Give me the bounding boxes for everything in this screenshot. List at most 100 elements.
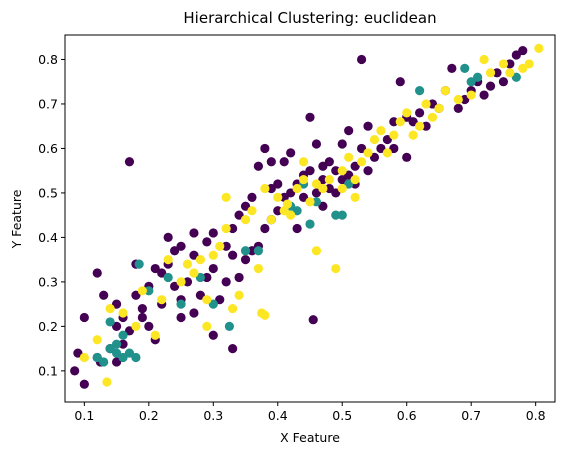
point-cluster-0-59 [279, 157, 289, 167]
point-cluster-1-29 [105, 317, 115, 327]
point-cluster-0-52 [253, 161, 264, 171]
point-cluster-0-75 [324, 183, 334, 194]
chart-title: Hierarchical Clustering: euclidean [183, 9, 436, 27]
x-tick-label: 0.5 [332, 408, 352, 423]
y-tick-label: 0.7 [38, 96, 58, 111]
point-cluster-2-37 [331, 263, 341, 274]
x-tick-label: 0.1 [74, 408, 94, 423]
point-cluster-0-34 [195, 290, 205, 300]
point-cluster-2-15 [202, 295, 212, 305]
point-cluster-2-56 [453, 94, 463, 105]
point-cluster-0-78 [337, 174, 347, 185]
point-cluster-0-55 [266, 183, 276, 194]
point-cluster-0-31 [182, 277, 193, 287]
point-cluster-0-26 [170, 281, 180, 291]
point-cluster-2-1 [92, 335, 102, 345]
point-cluster-0-88 [369, 152, 380, 162]
point-cluster-1-0 [92, 352, 102, 363]
point-cluster-2-33 [305, 197, 315, 207]
point-cluster-2-8 [157, 295, 167, 305]
point-cluster-0-90 [382, 134, 392, 145]
point-cluster-1-26 [473, 72, 483, 82]
point-cluster-2-64 [534, 43, 544, 53]
point-cluster-0-110 [498, 77, 509, 87]
point-cluster-0-38 [208, 263, 218, 274]
point-cluster-0-66 [298, 192, 309, 202]
point-cluster-0-97 [415, 108, 425, 118]
point-cluster-0-7 [99, 290, 109, 300]
point-cluster-0-79 [337, 139, 347, 149]
scatter-marks [70, 43, 544, 389]
point-cluster-0-27 [170, 246, 180, 256]
point-cluster-2-67 [350, 192, 360, 202]
point-cluster-0-76 [331, 166, 341, 176]
point-cluster-2-0 [79, 352, 89, 363]
point-cluster-0-13 [118, 339, 128, 349]
point-cluster-1-12 [195, 272, 205, 283]
point-cluster-0-70 [311, 188, 322, 198]
point-cluster-1-13 [208, 299, 218, 309]
point-cluster-0-87 [363, 121, 373, 131]
point-cluster-0-40 [215, 295, 225, 305]
point-cluster-2-42 [356, 157, 367, 167]
point-cluster-0-0 [70, 366, 80, 376]
point-cluster-2-20 [228, 303, 238, 314]
point-cluster-2-14 [202, 321, 212, 331]
y-tick-label: 0.6 [38, 141, 58, 156]
point-cluster-0-62 [286, 188, 296, 198]
point-cluster-2-31 [292, 183, 302, 194]
point-cluster-0-57 [273, 179, 283, 189]
y-axis-label: Y Feature [9, 189, 24, 249]
point-cluster-1-25 [466, 77, 476, 87]
point-cluster-0-37 [208, 228, 218, 238]
point-cluster-2-49 [402, 108, 412, 118]
point-cluster-0-58 [273, 206, 283, 216]
point-cluster-2-62 [518, 63, 528, 73]
point-cluster-0-102 [447, 63, 457, 73]
point-cluster-2-53 [427, 112, 438, 122]
point-cluster-2-43 [363, 148, 373, 158]
point-cluster-2-68 [282, 199, 293, 209]
point-cluster-0-111 [505, 59, 515, 69]
point-cluster-0-46 [234, 272, 244, 283]
point-cluster-0-118 [266, 157, 276, 167]
point-cluster-0-44 [228, 344, 238, 354]
point-cluster-0-28 [176, 241, 186, 251]
x-tick-label: 0.2 [139, 408, 159, 423]
point-cluster-1-24 [415, 86, 425, 96]
point-cluster-2-63 [524, 59, 534, 69]
point-cluster-2-10 [176, 277, 186, 287]
y-tick-label: 0.5 [38, 185, 58, 200]
point-cluster-1-28 [460, 63, 470, 73]
y-tick-label: 0.4 [38, 230, 58, 245]
point-cluster-1-14 [224, 321, 235, 331]
point-cluster-2-47 [389, 130, 399, 140]
x-axis: 0.1 0.2 0.3 0.4 0.5 0.6 0.7 0.8 [74, 402, 546, 423]
point-cluster-2-55 [440, 86, 450, 96]
point-cluster-2-4 [118, 308, 128, 318]
point-cluster-0-94 [402, 152, 412, 162]
point-cluster-0-35 [202, 272, 212, 283]
point-cluster-2-54 [434, 103, 444, 113]
point-cluster-1-1 [99, 357, 109, 367]
point-cluster-0-81 [344, 126, 354, 136]
point-cluster-0-116 [189, 250, 199, 260]
y-tick-label: 0.8 [38, 52, 58, 67]
point-cluster-0-86 [363, 166, 373, 176]
point-cluster-0-71 [311, 139, 322, 149]
point-cluster-2-27 [266, 215, 276, 225]
point-cluster-2-7 [150, 330, 160, 340]
point-cluster-2-51 [415, 121, 425, 131]
point-cluster-1-11 [176, 299, 186, 309]
point-cluster-1-27 [511, 72, 521, 82]
plot-frame [64, 34, 556, 403]
point-cluster-0-77 [331, 188, 341, 198]
x-axis-label: X Feature [280, 430, 340, 445]
point-cluster-1-15 [240, 246, 251, 256]
point-cluster-0-84 [356, 143, 367, 154]
point-cluster-0-43 [228, 223, 238, 234]
point-cluster-0-99 [427, 99, 438, 109]
point-cluster-2-69 [311, 179, 322, 189]
point-cluster-0-47 [240, 255, 251, 265]
